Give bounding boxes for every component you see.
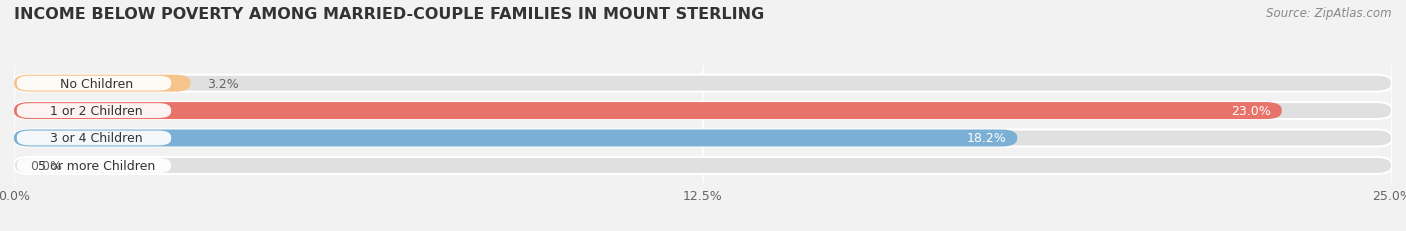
Text: 23.0%: 23.0% xyxy=(1230,105,1271,118)
FancyBboxPatch shape xyxy=(17,104,172,119)
FancyBboxPatch shape xyxy=(14,75,1392,92)
Text: 0.0%: 0.0% xyxy=(31,159,63,172)
FancyBboxPatch shape xyxy=(17,131,172,146)
FancyBboxPatch shape xyxy=(14,103,1392,120)
FancyBboxPatch shape xyxy=(14,130,1017,147)
FancyBboxPatch shape xyxy=(14,130,1392,147)
Text: 3.2%: 3.2% xyxy=(207,77,239,90)
FancyBboxPatch shape xyxy=(14,103,1282,120)
FancyBboxPatch shape xyxy=(17,158,172,173)
FancyBboxPatch shape xyxy=(17,76,172,91)
Text: Source: ZipAtlas.com: Source: ZipAtlas.com xyxy=(1267,7,1392,20)
FancyBboxPatch shape xyxy=(14,157,1392,174)
Text: 5 or more Children: 5 or more Children xyxy=(38,159,155,172)
Text: No Children: No Children xyxy=(60,77,134,90)
FancyBboxPatch shape xyxy=(14,75,190,92)
Text: 18.2%: 18.2% xyxy=(966,132,1007,145)
Text: 3 or 4 Children: 3 or 4 Children xyxy=(51,132,143,145)
Text: 1 or 2 Children: 1 or 2 Children xyxy=(51,105,143,118)
Text: INCOME BELOW POVERTY AMONG MARRIED-COUPLE FAMILIES IN MOUNT STERLING: INCOME BELOW POVERTY AMONG MARRIED-COUPL… xyxy=(14,7,765,22)
